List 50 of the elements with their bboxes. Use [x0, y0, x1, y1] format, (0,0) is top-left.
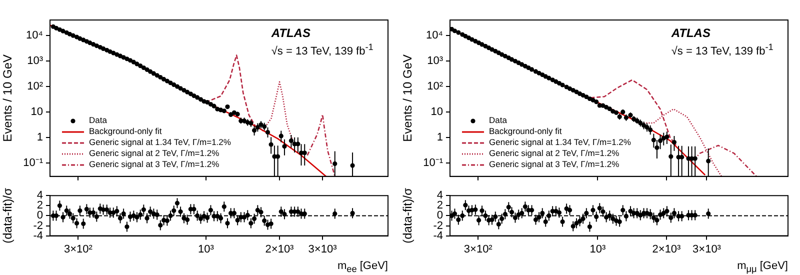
annotation: √s = 13 TeV, 139 fb$^{-1}$: [271, 41, 374, 59]
y-tick-label: 10⁻¹: [423, 157, 444, 170]
y-tick-label: 2: [436, 200, 443, 212]
y-tick-label: 10²: [427, 80, 444, 92]
y-tick-label: 10: [430, 106, 443, 118]
y-axis-title: (data-fit)/σ: [400, 187, 415, 244]
legend-label: Data: [489, 115, 507, 126]
x-tick-label: 3×10³: [308, 243, 338, 256]
y-tick-label: 10: [30, 106, 43, 118]
annotation: ATLAS: [671, 26, 712, 40]
y-tick-label: 4: [436, 190, 443, 202]
y-tick-label: 2: [36, 200, 43, 212]
x-tick-label: 3×10²: [64, 243, 93, 256]
y-axis-title: Events / 10 GeV: [400, 54, 415, 142]
legend-label: Generic signal at 3 TeV, Γ/m=1.2%: [489, 159, 620, 170]
y-tick-label: -4: [433, 230, 443, 242]
legend-label: Generic signal at 2 TeV, Γ/m=1.2%: [489, 148, 620, 160]
annotation: √s = 13 TeV, 139 fb$^{-1}$: [671, 41, 774, 59]
y-tick-label: -2: [433, 220, 443, 232]
x-tick-label: 10³: [590, 243, 606, 256]
y-tick-label: 10⁴: [26, 29, 44, 42]
x-tick-label: 3×10³: [692, 243, 722, 256]
y-axis-title: Events / 10 GeV: [0, 54, 15, 142]
legend-label: Data: [89, 115, 107, 126]
legend-label: Generic signal at 1.34 TeV, Γ/m=1.2%: [489, 137, 631, 148]
y-tick-label: 1: [36, 132, 43, 144]
y-tick-label: 10³: [27, 54, 44, 67]
y-tick-label: 10²: [27, 80, 44, 92]
legend-label: Generic signal at 1.34 TeV, Γ/m=1.2%: [89, 137, 231, 148]
legend-label: Background-only fit: [89, 126, 162, 138]
x-axis-title: m$_{μμ}$ [GeV]: [737, 260, 788, 274]
y-tick-label: 10⁻¹: [23, 157, 44, 170]
y-tick-label: 0: [36, 210, 43, 222]
x-tick-label: 3×10²: [464, 243, 493, 256]
x-tick-label: 2×10³: [265, 243, 294, 256]
y-tick-label: 10⁴: [426, 29, 444, 42]
legend-label: Generic signal at 2 TeV, Γ/m=1.2%: [89, 148, 220, 160]
y-tick-label: -4: [33, 230, 43, 242]
y-axis-title: (data-fit)/σ: [0, 187, 15, 244]
legend-label: Generic signal at 3 TeV, Γ/m=1.2%: [89, 159, 220, 170]
x-tick-label: 10³: [198, 243, 214, 256]
x-tick-label: 2×10³: [652, 243, 682, 256]
y-tick-label: 0: [436, 210, 443, 222]
y-tick-label: 10³: [427, 54, 444, 67]
annotation: ATLAS: [271, 26, 312, 40]
x-axis-title: m$_{ee}$ [GeV]: [337, 260, 388, 274]
legend-label: Background-only fit: [489, 126, 562, 138]
y-tick-label: 1: [436, 132, 443, 144]
y-tick-label: -2: [33, 220, 43, 232]
y-tick-label: 4: [36, 190, 43, 202]
